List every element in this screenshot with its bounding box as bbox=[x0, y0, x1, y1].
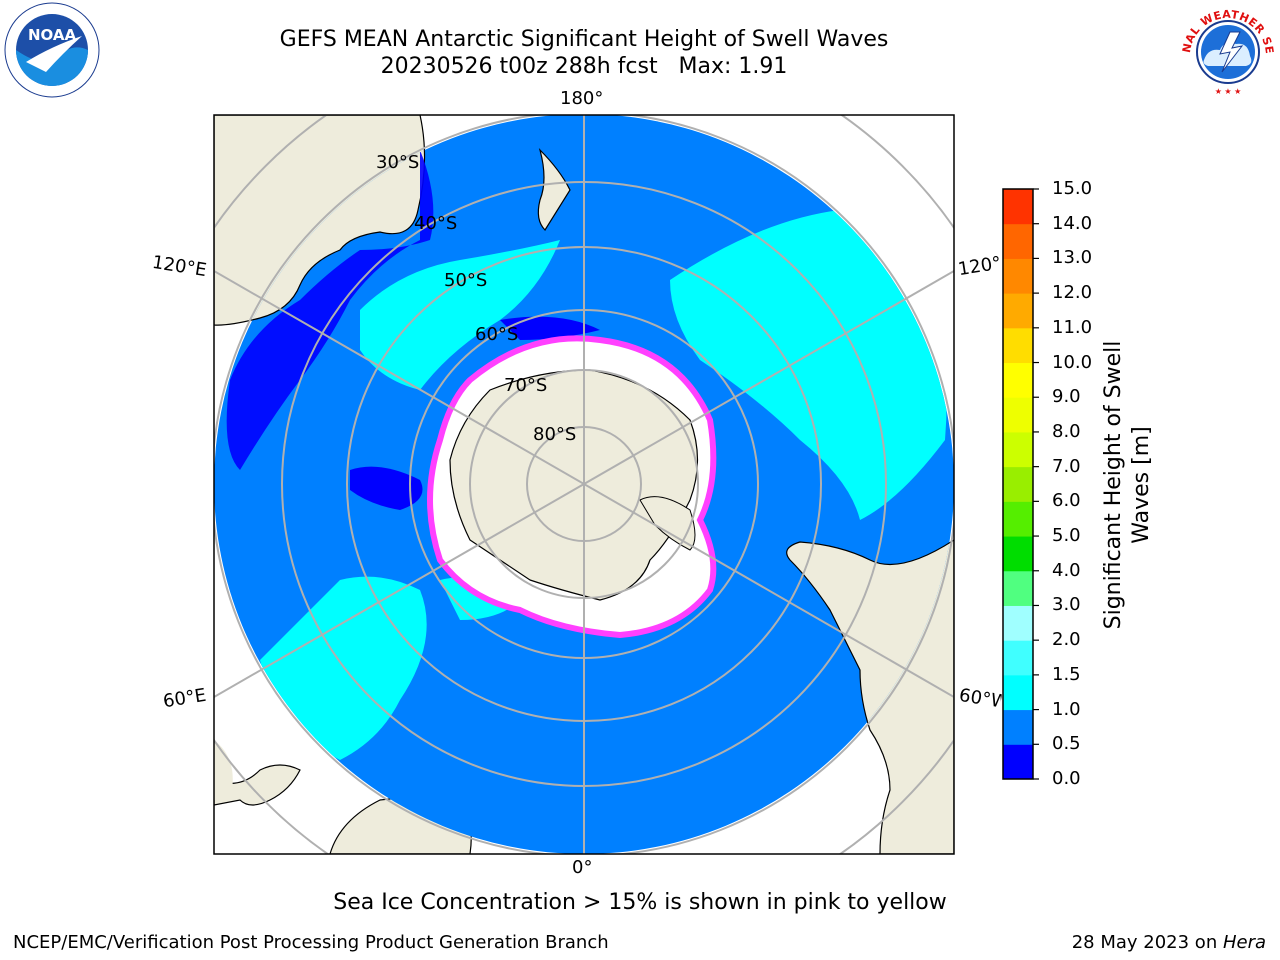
sea-ice-note: Sea Ice Concentration > 15% is shown in … bbox=[333, 890, 947, 915]
colorbar-bin bbox=[1003, 744, 1033, 780]
colorbar-tick-label: 3.0 bbox=[1052, 594, 1081, 616]
colorbar-tick-label: 15.0 bbox=[1052, 178, 1093, 199]
colorbar-bin bbox=[1003, 466, 1033, 502]
colorbar-bin bbox=[1003, 258, 1033, 294]
colorbar-bin bbox=[1003, 501, 1033, 537]
nws-logo: NATIONAL WEATHER SERVICE ★ ★ ★ bbox=[1178, 2, 1276, 98]
antarctica-land bbox=[449, 369, 699, 601]
noaa-logo: NOAA bbox=[4, 2, 100, 98]
colorbar-bin bbox=[1003, 536, 1033, 572]
colorbar-tick-label: 0.5 bbox=[1052, 733, 1081, 755]
svg-text:NOAA: NOAA bbox=[28, 26, 77, 44]
graticule bbox=[214, 115, 954, 854]
svg-text:★ ★ ★: ★ ★ ★ bbox=[1215, 87, 1242, 96]
footer-date: 28 May 2023 on Hera bbox=[1071, 932, 1266, 953]
colorbar-tick-label: 4.0 bbox=[1052, 559, 1081, 581]
colorbar-bin bbox=[1003, 640, 1033, 676]
colorbar-bin bbox=[1003, 223, 1033, 259]
latitude-label-50s: 50°S bbox=[444, 270, 488, 291]
colorbar-tick-label: 7.0 bbox=[1052, 455, 1081, 477]
colorbar-bin bbox=[1003, 431, 1033, 468]
colorbar-tick-label: 13.0 bbox=[1052, 247, 1093, 269]
colorbar-tick-label: 2.0 bbox=[1052, 629, 1081, 651]
latitude-label-40s: 40°S bbox=[414, 213, 458, 234]
latitude-label-60s: 60°S bbox=[475, 324, 519, 345]
colorbar-bin bbox=[1003, 570, 1033, 606]
latitude-label-80s: 80°S bbox=[533, 424, 577, 445]
colorbar-tick-label: 6.0 bbox=[1052, 490, 1081, 512]
title-line-2: 20230526 t00z 288h fcst Max: 1.91 bbox=[380, 54, 788, 79]
colorbar-tick-label: 0.0 bbox=[1052, 768, 1081, 789]
colorbar-tick-label: 8.0 bbox=[1052, 420, 1081, 442]
colorbar-bin bbox=[1003, 293, 1033, 329]
colorbar-tick-label: 11.0 bbox=[1052, 316, 1093, 338]
colorbar-bin bbox=[1003, 189, 1033, 225]
meridian-label-180: 180° bbox=[560, 88, 604, 109]
latitude-label-70s: 70°S bbox=[504, 375, 548, 396]
colorbar-bin bbox=[1003, 327, 1033, 364]
colorbar-tick-label: 9.0 bbox=[1052, 386, 1081, 408]
meridian-label-0: 0° bbox=[572, 857, 593, 878]
colorbar-tick-label: 12.0 bbox=[1052, 282, 1093, 304]
colorbar-bin bbox=[1003, 362, 1033, 398]
colorbar-tick-label: 1.0 bbox=[1052, 698, 1081, 720]
footer-credit: NCEP/EMC/Verification Post Processing Pr… bbox=[13, 932, 609, 953]
latitude-label-30s: 30°S bbox=[376, 152, 420, 173]
title-line-1: GEFS MEAN Antarctic Significant Height o… bbox=[279, 27, 889, 52]
colorbar-bin bbox=[1003, 709, 1033, 745]
colorbar-label: Significant Height of Swell Waves [m] bbox=[1101, 340, 1154, 630]
colorbar-tick-label: 1.5 bbox=[1052, 663, 1081, 685]
colorbar-tick-label: 14.0 bbox=[1052, 212, 1093, 234]
colorbar-bin bbox=[1003, 674, 1033, 711]
colorbar-bin bbox=[1003, 605, 1033, 641]
africa-land bbox=[214, 764, 301, 806]
colorbar-bin bbox=[1003, 397, 1033, 433]
colorbar-tick-label: 10.0 bbox=[1052, 351, 1093, 373]
map-frame bbox=[213, 114, 955, 855]
colorbar-tick-label: 5.0 bbox=[1052, 525, 1081, 547]
